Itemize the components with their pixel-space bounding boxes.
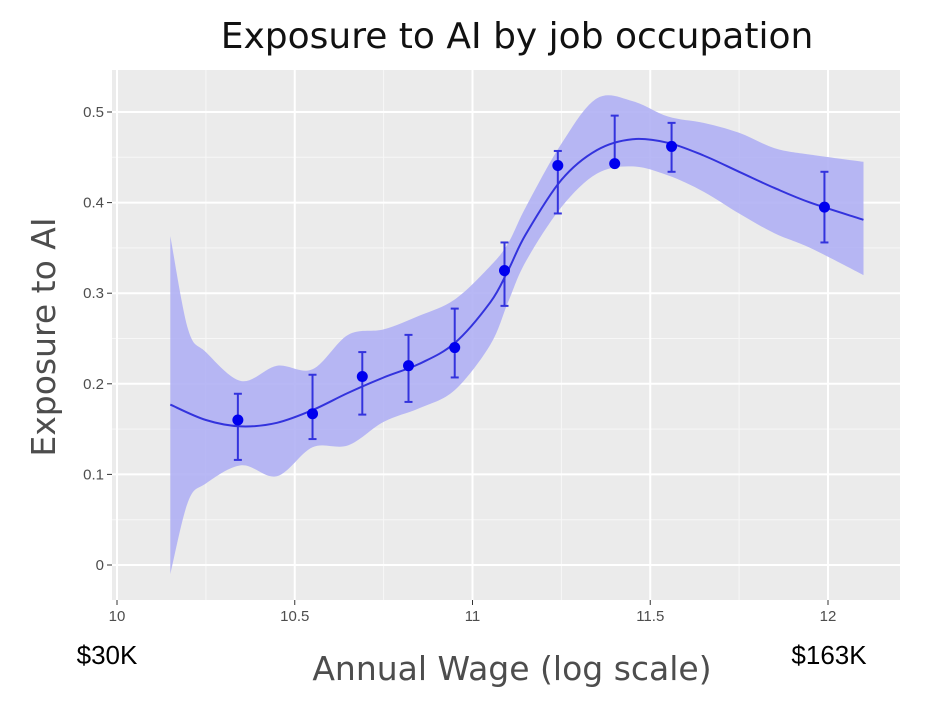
- x-axis-ticks: 10 10.5 11 11.5 12: [109, 600, 837, 625]
- y-tick-label: 0.1: [83, 466, 104, 483]
- chart-title: Exposure to AI by job occupation: [221, 16, 814, 57]
- y-tick-label: 0: [96, 557, 104, 574]
- plot-panel: [112, 70, 900, 600]
- data-point: [449, 342, 461, 354]
- y-axis-title: Exposure to AI: [24, 217, 63, 456]
- data-point: [232, 414, 244, 426]
- y-tick-label: 0.5: [83, 104, 104, 121]
- x-tick-label: 11: [465, 608, 481, 625]
- data-point: [498, 265, 510, 277]
- data-point: [552, 159, 564, 171]
- x-tick-label: 12: [820, 608, 837, 625]
- y-tick-label: 0.2: [83, 376, 104, 393]
- x-annotation-high: $163K: [791, 640, 867, 670]
- y-axis-ticks: 0 0.1 0.2 0.3 0.4 0.5: [83, 104, 112, 574]
- y-tick-label: 0.4: [83, 195, 104, 212]
- data-point: [818, 201, 830, 213]
- data-points: [232, 140, 830, 426]
- x-tick-label: 11.5: [636, 608, 664, 625]
- data-point: [666, 140, 678, 152]
- data-point: [356, 371, 368, 383]
- data-point: [403, 360, 415, 372]
- x-tick-label: 10: [109, 608, 126, 625]
- y-tick-label: 0.3: [83, 285, 104, 302]
- data-point: [307, 408, 319, 420]
- data-point: [609, 158, 621, 170]
- x-axis-title: Annual Wage (log scale): [312, 649, 711, 688]
- x-annotation-low: $30K: [77, 640, 138, 670]
- x-tick-label: 10.5: [280, 608, 309, 625]
